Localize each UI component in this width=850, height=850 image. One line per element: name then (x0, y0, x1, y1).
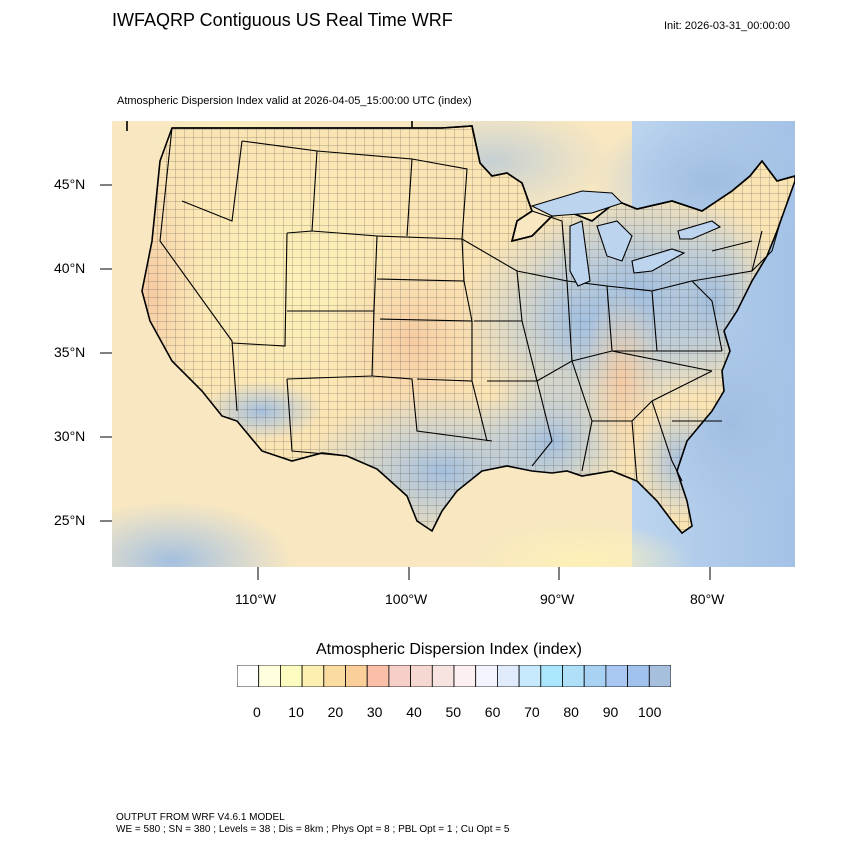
colorbar-swatch (496, 665, 520, 687)
lon-label-90w: 90°W (540, 591, 575, 607)
colorbar-swatch (627, 665, 650, 687)
colorbar-tick-label: 60 (484, 704, 501, 720)
colorbar-tick-label: 20 (327, 704, 344, 720)
colorbar-swatch (518, 665, 542, 687)
lat-label-25n: 25°N (54, 512, 86, 528)
colorbar-swatch (280, 665, 303, 687)
colorbar-swatch (605, 665, 628, 687)
colorbar-swatch (540, 665, 563, 687)
axis-ticks (100, 184, 711, 580)
lat-label-35n: 35°N (54, 344, 86, 360)
colorbar-swatch (648, 665, 671, 687)
colorbar-tick-label: 100 (638, 704, 662, 720)
lon-label-100w: 100°W (385, 591, 428, 607)
colorbar-tick-label: 70 (524, 704, 540, 720)
colorbar-swatch (345, 665, 368, 687)
colorbar-swatch (388, 665, 411, 687)
colorbar-swatch (583, 665, 607, 687)
colorbar-tick-label: 90 (602, 704, 619, 720)
colorbar-title: Atmospheric Dispersion Index (index) (316, 641, 582, 658)
great-lakes (530, 190, 722, 287)
colorbar-tick-label: 30 (366, 704, 383, 720)
colorbar-swatch (562, 665, 585, 687)
lat-label-40n: 40°N (54, 260, 86, 276)
colorbar-swatch (237, 665, 260, 687)
lat-label-45n: 45°N (54, 176, 86, 192)
colorbar-swatch (431, 665, 455, 687)
lat-label-30n: 30°N (54, 428, 86, 444)
footer-model: OUTPUT FROM WRF V4.6.1 MODEL (116, 812, 285, 823)
colorbar-tick-label: 80 (563, 704, 579, 720)
colorbar-tick-label: 0 (253, 704, 261, 720)
colorbar-swatch (323, 665, 346, 687)
colorbar-tick-label: 10 (288, 704, 304, 720)
colorbar-tick-label: 50 (445, 704, 462, 720)
dispersion-index-map (112, 121, 795, 567)
colorbar-swatch (453, 665, 477, 687)
colorbar-swatch (301, 665, 325, 687)
init-time: Init: 2026-03-31_00:00:00 (664, 20, 790, 32)
lon-label-80w: 80°W (690, 591, 725, 607)
colorbar-swatch (258, 665, 281, 687)
colorbar-tick-label: 40 (406, 704, 422, 720)
plot-title: IWFAQRP Contiguous US Real Time WRF (112, 10, 453, 30)
colorbar-swatch (410, 665, 433, 687)
colorbar-swatch (366, 665, 390, 687)
lon-label-110w: 110°W (235, 591, 277, 607)
colorbar-swatch (475, 665, 498, 687)
plot-subtitle: Atmospheric Dispersion Index valid at 20… (117, 95, 472, 107)
colorbar (237, 665, 671, 687)
state-borders (159, 127, 783, 482)
footer-config: WE = 580 ; SN = 380 ; Levels = 38 ; Dis … (116, 824, 510, 835)
